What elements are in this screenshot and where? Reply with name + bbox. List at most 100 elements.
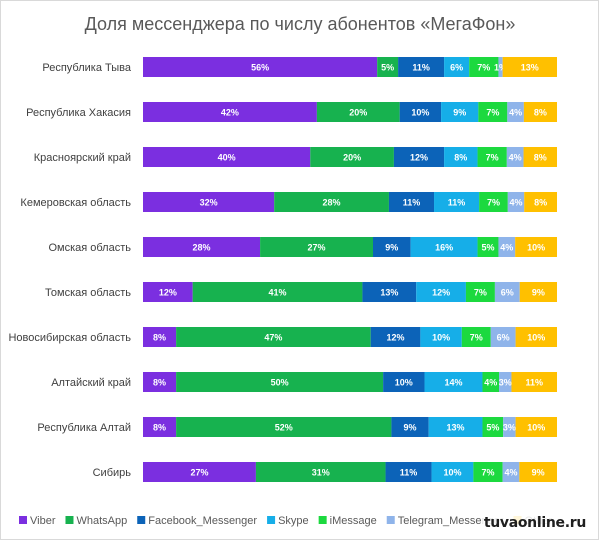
bar-segment bbox=[506, 147, 524, 167]
chart-title: Доля мессенджера по числу абонентов «Мег… bbox=[85, 14, 516, 34]
bar-segment bbox=[494, 282, 520, 302]
bar-segment bbox=[498, 57, 503, 77]
category-label: Кемеровская область bbox=[20, 197, 131, 209]
bar-segment bbox=[260, 237, 373, 257]
data-label: 8% bbox=[534, 153, 547, 163]
legend-entry: iMessage bbox=[330, 515, 377, 527]
data-label: 27% bbox=[308, 243, 326, 253]
data-label: 7% bbox=[487, 198, 500, 208]
data-label: 9% bbox=[453, 108, 466, 118]
data-label: 10% bbox=[443, 468, 461, 478]
bar-segment bbox=[477, 147, 507, 167]
data-label: 32% bbox=[200, 198, 218, 208]
category-label: Республика Хакасия bbox=[26, 107, 131, 119]
bar-segment bbox=[143, 372, 177, 392]
data-label: 14% bbox=[444, 378, 462, 388]
data-label: 47% bbox=[264, 333, 282, 343]
data-label: 20% bbox=[349, 108, 367, 118]
data-label: 5% bbox=[486, 423, 499, 433]
bar-segment bbox=[511, 372, 557, 392]
data-label: 6% bbox=[501, 288, 514, 298]
bar-segment bbox=[383, 372, 425, 392]
bar-segment bbox=[176, 327, 371, 347]
data-label: 8% bbox=[153, 333, 166, 343]
bar-segment bbox=[373, 237, 411, 257]
data-label: 10% bbox=[395, 378, 413, 388]
bar-segment bbox=[515, 417, 557, 437]
data-label: 31% bbox=[312, 468, 330, 478]
bar-segment bbox=[515, 327, 557, 347]
data-label: 11% bbox=[400, 468, 418, 478]
data-label: 6% bbox=[450, 63, 463, 73]
data-label: 50% bbox=[271, 378, 289, 388]
bar-segment bbox=[255, 462, 386, 482]
data-label: 10% bbox=[527, 243, 545, 253]
data-label: 7% bbox=[474, 288, 487, 298]
bar-segment bbox=[424, 372, 483, 392]
data-label: 42% bbox=[221, 108, 239, 118]
bar-segment bbox=[431, 462, 474, 482]
bar-segment bbox=[388, 192, 435, 212]
category-labels: Республика Тыва Республика Хакасия Красноя… bbox=[8, 62, 131, 479]
bar-segment bbox=[479, 192, 508, 212]
data-label: 10% bbox=[411, 108, 429, 118]
data-label: 4% bbox=[510, 198, 523, 208]
data-label: 12% bbox=[387, 333, 405, 343]
legend-entry: Viber bbox=[30, 515, 56, 527]
bar-segment bbox=[502, 462, 520, 482]
bar-segment bbox=[316, 102, 400, 122]
bar-segment bbox=[143, 282, 193, 302]
bar-segment bbox=[310, 147, 394, 167]
bar-segment bbox=[477, 237, 499, 257]
data-label: 10% bbox=[432, 333, 450, 343]
bar-segment bbox=[434, 192, 480, 212]
data-label: 4% bbox=[484, 378, 497, 388]
data-label: 8% bbox=[153, 378, 166, 388]
data-label: 56% bbox=[251, 63, 269, 73]
bar-segment bbox=[515, 237, 557, 257]
data-label: 7% bbox=[486, 153, 499, 163]
category-label: Сибирь bbox=[93, 467, 132, 479]
data-label: 41% bbox=[269, 288, 287, 298]
data-label: 3% bbox=[499, 378, 512, 388]
bar-segment bbox=[391, 417, 429, 437]
bar-segment bbox=[499, 372, 512, 392]
bar-segment bbox=[143, 57, 378, 77]
data-label: 5% bbox=[381, 63, 394, 73]
bar-segment bbox=[465, 282, 495, 302]
bar-segment bbox=[524, 192, 557, 212]
data-label: 4% bbox=[509, 153, 522, 163]
data-label: 8% bbox=[534, 198, 547, 208]
data-label: 5% bbox=[481, 243, 494, 253]
data-label: 12% bbox=[159, 288, 177, 298]
data-label: 40% bbox=[218, 153, 236, 163]
bar-segment bbox=[482, 372, 500, 392]
data-label: 9% bbox=[532, 288, 545, 298]
bar-segment bbox=[482, 417, 504, 437]
legend-swatch bbox=[137, 516, 146, 524]
bar-segment bbox=[143, 327, 177, 347]
bar-segment bbox=[478, 102, 508, 122]
category-label: Республика Тыва bbox=[42, 62, 132, 74]
data-label: 11% bbox=[525, 378, 543, 388]
bar-segment bbox=[416, 282, 466, 302]
data-label: 9% bbox=[404, 423, 417, 433]
bar-segment bbox=[444, 147, 478, 167]
data-label: 8% bbox=[153, 423, 166, 433]
bar-segment bbox=[473, 462, 503, 482]
bar-segment bbox=[274, 192, 389, 212]
data-label: 4% bbox=[509, 108, 522, 118]
data-label: 13% bbox=[380, 288, 398, 298]
data-label: 7% bbox=[470, 333, 483, 343]
bar-segment bbox=[428, 417, 483, 437]
bar-segment bbox=[176, 372, 384, 392]
bar-segment bbox=[523, 147, 557, 167]
data-label: 11% bbox=[403, 198, 421, 208]
bar-segment bbox=[519, 282, 557, 302]
legend-swatch bbox=[386, 516, 395, 524]
data-label: 8% bbox=[454, 153, 467, 163]
bar-segment bbox=[519, 462, 557, 482]
data-label: 12% bbox=[432, 288, 450, 298]
category-label: Алтайский край bbox=[51, 377, 131, 389]
